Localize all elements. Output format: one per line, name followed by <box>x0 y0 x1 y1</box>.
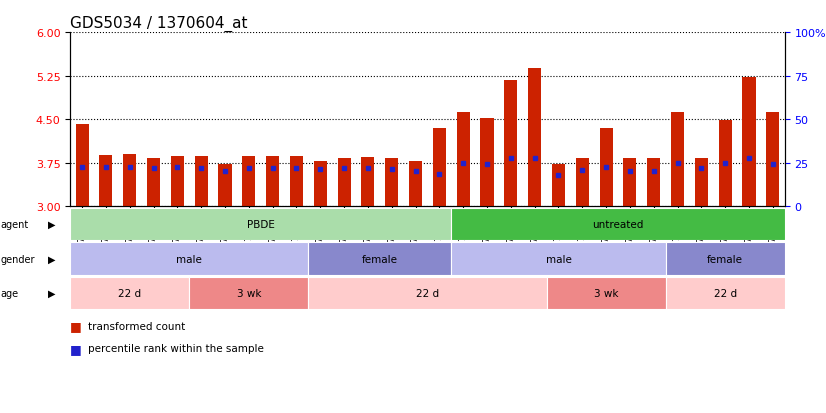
Bar <box>409 161 422 206</box>
Text: percentile rank within the sample: percentile rank within the sample <box>88 344 264 354</box>
Bar <box>433 128 446 206</box>
Text: 22 d: 22 d <box>118 288 141 298</box>
Bar <box>481 119 494 206</box>
Text: GDS5034 / 1370604_at: GDS5034 / 1370604_at <box>70 16 248 32</box>
Bar <box>719 121 732 206</box>
Text: untreated: untreated <box>592 220 643 230</box>
Text: ▶: ▶ <box>48 288 56 298</box>
Bar <box>457 112 470 206</box>
Bar <box>266 156 279 206</box>
Text: 22 d: 22 d <box>416 288 439 298</box>
Bar <box>600 128 613 206</box>
Bar <box>647 159 660 206</box>
Text: male: male <box>177 254 202 264</box>
Bar <box>308 277 547 309</box>
Bar <box>666 277 785 309</box>
Text: 22 d: 22 d <box>714 288 737 298</box>
Bar <box>624 159 637 206</box>
Text: transformed count: transformed count <box>88 321 186 331</box>
Bar <box>451 209 785 241</box>
Bar <box>290 156 303 206</box>
Bar <box>189 277 308 309</box>
Text: gender: gender <box>1 254 36 264</box>
Bar <box>361 158 374 206</box>
Bar <box>743 78 756 206</box>
Text: 3 wk: 3 wk <box>236 288 261 298</box>
Text: male: male <box>545 254 572 264</box>
Bar <box>195 156 208 206</box>
Bar <box>385 159 398 206</box>
Bar <box>171 156 184 206</box>
Bar <box>552 164 565 206</box>
Bar <box>70 277 189 309</box>
Bar <box>99 156 112 206</box>
Bar <box>308 243 451 275</box>
Text: female: female <box>362 254 398 264</box>
Bar <box>547 277 666 309</box>
Text: ■: ■ <box>70 319 82 332</box>
Text: PBDE: PBDE <box>247 220 275 230</box>
Bar <box>767 113 780 206</box>
Bar <box>338 159 351 206</box>
Text: ▶: ▶ <box>48 220 56 230</box>
Bar <box>123 154 136 206</box>
Bar <box>451 243 666 275</box>
Bar <box>695 159 708 206</box>
Text: female: female <box>707 254 743 264</box>
Text: 3 wk: 3 wk <box>594 288 619 298</box>
Text: age: age <box>1 288 19 298</box>
Bar <box>147 159 160 206</box>
Bar <box>504 81 517 206</box>
Bar <box>75 124 88 206</box>
Text: ■: ■ <box>70 342 82 355</box>
Text: ▶: ▶ <box>48 254 56 264</box>
Bar <box>218 164 231 206</box>
Bar <box>70 209 451 241</box>
Bar <box>314 161 327 206</box>
Bar <box>671 113 684 206</box>
Bar <box>528 69 541 206</box>
Bar <box>242 156 255 206</box>
Bar <box>576 159 589 206</box>
Text: agent: agent <box>1 220 29 230</box>
Bar <box>666 243 785 275</box>
Bar <box>70 243 308 275</box>
